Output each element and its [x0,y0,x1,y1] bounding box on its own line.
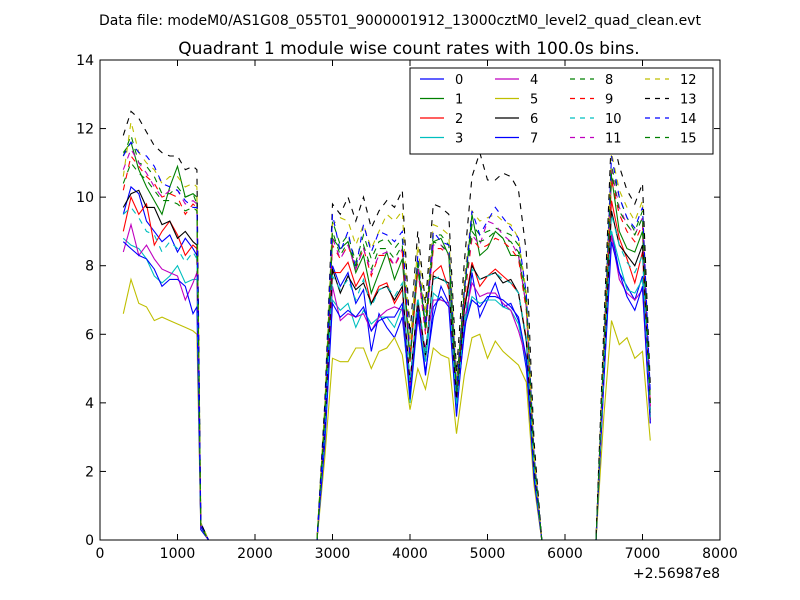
legend-label-6: 6 [530,112,538,127]
y-tick-label: 10 [76,190,94,206]
legend-box [409,67,714,155]
series-line-14 [122,141,651,541]
y-tick-label: 4 [85,396,94,412]
x-axis: 0 1000 2000 3000 4000 5000 6000 7000 8000 [96,60,738,562]
legend-label-3: 3 [455,132,463,147]
chart-title: Quadrant 1 module wise count rates with … [178,39,639,59]
legend-label-8: 8 [605,73,613,88]
legend-label-9: 9 [605,93,613,108]
legend-label-11: 11 [605,132,622,147]
x-tick-label: 1000 [160,546,196,562]
y-tick-label: 2 [85,464,94,480]
x-tick-label: 4000 [392,546,428,562]
x-tick-label: 8000 [702,546,738,562]
x-axis-offset-label: +2.56987e8 [633,566,720,582]
legend-label-15: 15 [680,132,697,147]
legend-label-4: 4 [530,73,538,88]
legend-label-2: 2 [455,112,463,127]
x-tick-label: 5000 [470,546,506,562]
y-tick-label: 14 [76,53,94,69]
x-tick-label: 0 [96,546,105,562]
y-tick-label: 8 [85,259,94,275]
legend-label-10: 10 [605,112,622,127]
y-tick-label: 6 [85,327,94,343]
chart-suptitle: Data file: modeM0/AS1G08_055T01_90000019… [99,13,701,29]
legend-label-7: 7 [530,132,538,147]
x-tick-label: 2000 [237,546,273,562]
legend-label-14: 14 [680,112,697,127]
y-tick-label: 0 [85,533,94,549]
legend-label-1: 1 [455,93,463,108]
legend-label-13: 13 [680,93,697,108]
legend-label-12: 12 [680,73,697,88]
legend-label-5: 5 [530,93,538,108]
legend-label-0: 0 [455,73,463,88]
x-tick-label: 6000 [547,546,583,562]
x-tick-label: 7000 [625,546,661,562]
x-tick-label: 3000 [315,546,351,562]
y-tick-label: 12 [76,122,94,138]
